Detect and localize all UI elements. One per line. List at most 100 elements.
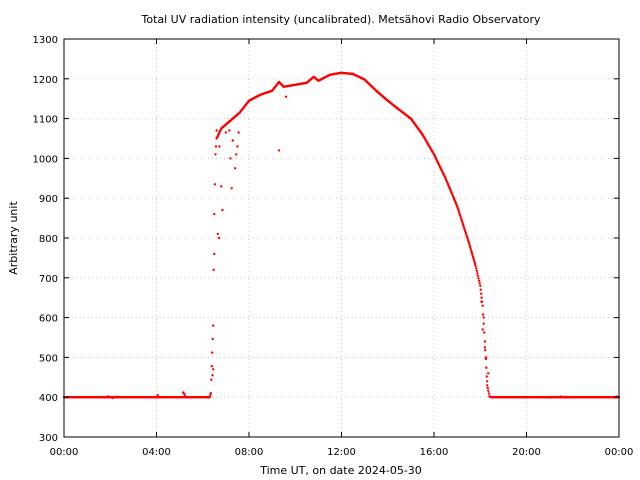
data-point bbox=[464, 230, 467, 233]
y-axis-label: Arbitrary unit bbox=[7, 201, 20, 275]
data-point-outlier bbox=[216, 232, 219, 236]
data-point bbox=[487, 389, 490, 392]
data-point bbox=[214, 145, 218, 148]
data-point bbox=[470, 250, 473, 253]
data-point bbox=[485, 366, 488, 369]
x-tick-label: 20:00 bbox=[512, 447, 541, 458]
data-point bbox=[210, 378, 213, 381]
data-point-outlier bbox=[230, 187, 233, 190]
data-point bbox=[477, 279, 481, 282]
data-point-outlier bbox=[211, 374, 214, 377]
grid-lines bbox=[64, 39, 619, 437]
x-axis-label: Time UT, on date 2024-05-30 bbox=[259, 464, 422, 477]
data-point bbox=[461, 221, 464, 224]
data-point bbox=[209, 392, 212, 395]
data-point-outlier bbox=[483, 346, 487, 349]
data-point bbox=[459, 215, 462, 219]
data-point bbox=[469, 246, 472, 249]
data-point bbox=[473, 262, 477, 266]
x-tick-label: 00:00 bbox=[605, 447, 634, 458]
data-point bbox=[464, 231, 467, 235]
data-point bbox=[478, 282, 481, 285]
data-point bbox=[484, 349, 487, 352]
y-tick-label: 1100 bbox=[33, 115, 58, 126]
data-point-outlier bbox=[487, 372, 490, 375]
data-point bbox=[211, 351, 214, 354]
y-tick-label: 1000 bbox=[33, 154, 58, 165]
y-tick-label: 800 bbox=[39, 234, 58, 245]
y-tick-label: 600 bbox=[39, 314, 58, 325]
y-tick-label: 900 bbox=[39, 194, 58, 205]
data-point-outlier bbox=[484, 356, 488, 359]
data-point bbox=[467, 240, 470, 244]
y-tick-label: 1200 bbox=[33, 75, 58, 86]
data-point-outlier bbox=[482, 316, 485, 319]
data-point-outlier bbox=[237, 131, 240, 134]
data-point bbox=[210, 365, 213, 368]
data-point-outlier bbox=[215, 129, 218, 132]
data-point bbox=[471, 255, 475, 258]
chart-title: Total UV radiation intensity (uncalibrat… bbox=[141, 13, 541, 26]
data-point-outlier bbox=[218, 145, 221, 148]
data-point-outlier bbox=[184, 394, 187, 398]
data-point bbox=[455, 205, 459, 208]
data-point-outlier bbox=[564, 395, 567, 398]
data-point bbox=[208, 396, 211, 399]
data-point bbox=[487, 392, 491, 395]
data-point bbox=[472, 259, 476, 262]
y-tick-label: 300 bbox=[39, 433, 58, 444]
data-point bbox=[457, 208, 460, 211]
data-point bbox=[214, 153, 217, 156]
data-point bbox=[466, 237, 469, 240]
data-point-outlier bbox=[220, 185, 223, 188]
data-point bbox=[473, 261, 476, 264]
data-point-outlier bbox=[106, 395, 110, 398]
data-point-outlier bbox=[228, 129, 231, 132]
data-point bbox=[472, 257, 475, 260]
data-point bbox=[468, 244, 471, 247]
data-point bbox=[477, 277, 480, 280]
data-point bbox=[486, 384, 489, 387]
data-point bbox=[462, 224, 465, 228]
data-point bbox=[465, 233, 468, 236]
x-tick-label: 16:00 bbox=[420, 447, 449, 458]
data-point bbox=[476, 272, 479, 275]
data-point-outlier bbox=[560, 395, 563, 398]
data-point-outlier bbox=[233, 167, 237, 170]
y-axis: 300 400 500 600 700 800 900 1000 1100 1200 1300 bbox=[33, 35, 619, 444]
x-axis: 00:00 04:00 08:00 12:00 16:00 20:00 00:00 bbox=[50, 39, 634, 458]
data-point bbox=[483, 340, 487, 343]
data-point bbox=[460, 219, 463, 222]
data-point bbox=[486, 386, 489, 390]
data-point bbox=[475, 269, 478, 272]
data-point-outlier bbox=[212, 368, 215, 371]
plot-frame bbox=[63, 38, 620, 438]
data-point bbox=[213, 183, 217, 186]
data-point-outlier bbox=[284, 95, 288, 98]
data-point-outlier bbox=[548, 396, 551, 399]
data-point bbox=[475, 267, 478, 270]
data-point bbox=[485, 375, 488, 378]
data-point bbox=[466, 239, 470, 242]
data-point bbox=[468, 242, 471, 245]
data-point bbox=[474, 264, 477, 268]
data-point bbox=[212, 268, 215, 271]
data-point bbox=[211, 337, 214, 341]
data-points bbox=[62, 71, 621, 400]
data-point-outlier bbox=[156, 394, 159, 397]
data-point bbox=[481, 304, 484, 307]
data-point bbox=[212, 324, 215, 327]
data-point-outlier bbox=[236, 145, 239, 148]
data-point bbox=[480, 296, 483, 299]
data-point bbox=[482, 322, 485, 325]
data-point bbox=[470, 251, 474, 255]
data-point bbox=[469, 248, 472, 251]
x-tick-label: 04:00 bbox=[142, 447, 171, 458]
data-point-outlier bbox=[221, 208, 224, 212]
data-point-outlier bbox=[480, 300, 483, 303]
data-point bbox=[209, 394, 212, 397]
data-point bbox=[465, 235, 469, 238]
y-tick-label: 1300 bbox=[33, 35, 58, 46]
data-point-outlier bbox=[231, 139, 234, 142]
x-tick-label: 08:00 bbox=[235, 447, 264, 458]
